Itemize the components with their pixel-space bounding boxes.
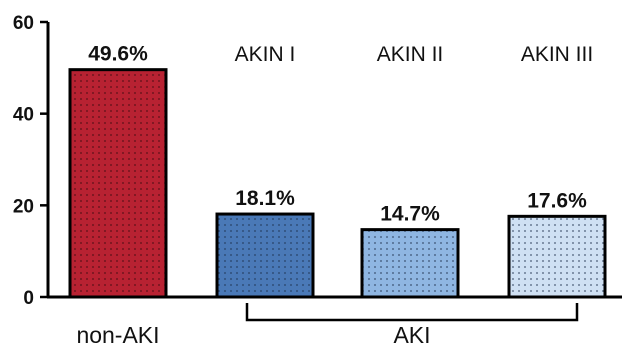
- bar-value-label: 49.6%: [88, 43, 148, 66]
- stage-label: AKIN II: [377, 43, 444, 66]
- y-tick-label: 0: [23, 288, 34, 309]
- bar-non-aki: [68, 68, 168, 299]
- y-tick-label: 40: [13, 105, 34, 126]
- aki-group-bracket: [245, 303, 579, 322]
- x-label-aki: AKI: [393, 322, 430, 348]
- value-labels-group: 49.6% 18.1% 14.7% 17.6%: [88, 43, 587, 226]
- stage-labels-group: AKIN I AKIN II AKIN III: [235, 43, 594, 66]
- bar-akin-ii: [360, 228, 460, 299]
- y-tick-label: 20: [13, 196, 34, 217]
- y-axis-ticks: 0 20 40 60: [13, 13, 48, 309]
- bar-value-label: 14.7%: [380, 203, 440, 226]
- x-label-non-aki: non-AKI: [76, 322, 159, 348]
- bar-akin-iii: [507, 214, 607, 299]
- stage-label: AKIN III: [521, 43, 593, 66]
- stage-label: AKIN I: [235, 43, 296, 66]
- y-tick-label: 60: [13, 13, 34, 34]
- bar-akin-i: [215, 212, 315, 299]
- bars-group: [68, 68, 607, 299]
- bar-value-label: 17.6%: [527, 189, 587, 212]
- bar-value-label: 18.1%: [235, 187, 295, 210]
